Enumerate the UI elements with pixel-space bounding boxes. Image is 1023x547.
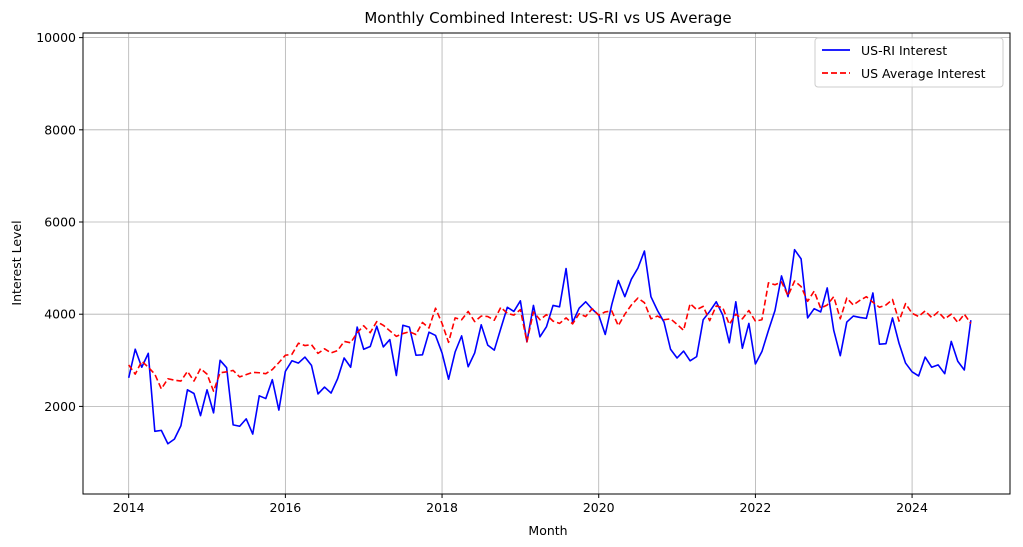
x-tick-label: 2022 xyxy=(739,500,771,515)
chart-title: Monthly Combined Interest: US-RI vs US A… xyxy=(364,9,731,27)
series-line-us-ri xyxy=(127,248,972,445)
y-axis-title: Interest Level xyxy=(9,220,24,305)
legend-label-us-average: US Average Interest xyxy=(861,66,986,81)
x-tick-label: 2018 xyxy=(426,500,458,515)
legend-box xyxy=(814,37,1004,88)
y-tick-label: 4000 xyxy=(44,307,76,322)
x-axis-title: Month xyxy=(528,523,567,538)
x-tick-label: 2014 xyxy=(113,500,145,515)
series-line-us-average xyxy=(128,280,972,393)
x-tick-label: 2020 xyxy=(583,500,615,515)
y-tick-label: 2000 xyxy=(44,399,76,414)
y-tick-label: 10000 xyxy=(36,30,76,45)
plot-area-frame xyxy=(82,32,1011,495)
series-layer xyxy=(127,248,972,445)
y-tick-label: 6000 xyxy=(44,215,76,230)
y-tick-label: 8000 xyxy=(44,122,76,137)
x-tick-label: 2016 xyxy=(269,500,301,515)
x-tick-label: 2024 xyxy=(896,500,928,515)
legend-label-us-ri: US-RI Interest xyxy=(861,43,947,58)
legend: US-RI Interest US Average Interest xyxy=(814,37,1004,88)
x-axis: 2014 2016 2018 2020 2022 2024 xyxy=(113,494,928,515)
y-axis: 2000 4000 6000 8000 10000 xyxy=(36,30,83,414)
